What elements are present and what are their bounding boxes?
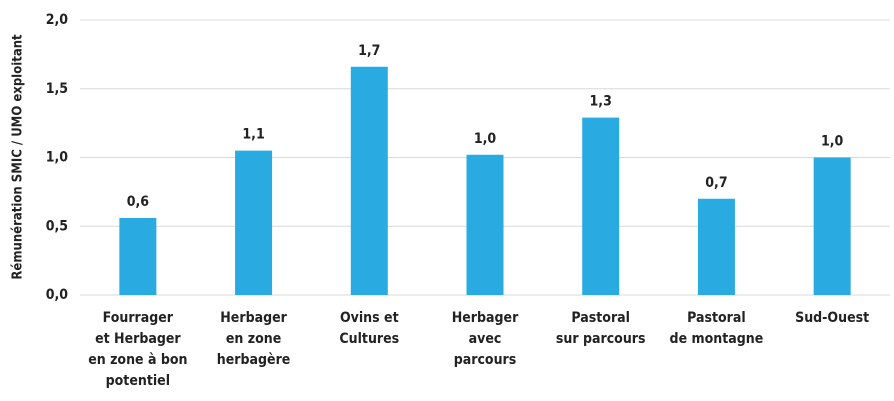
x-tick-line: Herbager bbox=[452, 310, 519, 326]
x-tick-line: sur parcours bbox=[556, 331, 646, 347]
bar bbox=[466, 154, 504, 295]
value-label: 1,7 bbox=[358, 43, 380, 59]
x-tick-label: Pastoral sur parcours bbox=[556, 310, 646, 347]
x-tick-label: Ovins et Cultures bbox=[339, 310, 399, 347]
bar bbox=[235, 150, 273, 295]
x-tick-line: herbagère bbox=[217, 352, 291, 368]
x-tick-label: Fourrager et Herbager en zone à bon potenti… bbox=[88, 310, 187, 389]
value-label: 1,3 bbox=[590, 94, 612, 110]
x-tick-line: potentiel bbox=[106, 373, 170, 389]
value-label: 0,7 bbox=[705, 175, 727, 191]
x-tick-line: Fourrager bbox=[103, 310, 174, 326]
x-tick-line: de montagne bbox=[670, 331, 764, 347]
x-tick-line: avec bbox=[469, 331, 502, 347]
x-tick-line: Cultures bbox=[339, 331, 399, 347]
x-tick-line: Ovins et bbox=[340, 310, 399, 326]
bar bbox=[582, 117, 620, 295]
bar bbox=[119, 218, 157, 295]
x-tick-line: et Herbager bbox=[95, 331, 181, 347]
y-tick-label: 0,0 bbox=[46, 287, 69, 303]
bar bbox=[697, 198, 735, 295]
x-tick-line: parcours bbox=[454, 352, 517, 368]
y-tick-label: 2,0 bbox=[46, 12, 69, 28]
value-label: 0,6 bbox=[127, 194, 150, 210]
bar bbox=[813, 157, 851, 295]
x-tick-line: en zone à bon bbox=[88, 352, 187, 368]
y-tick-label: 1,5 bbox=[46, 81, 68, 97]
y-tick-label: 1,0 bbox=[46, 150, 69, 166]
x-tick-line: Pastoral bbox=[571, 310, 630, 326]
x-tick-label: Herbager avec parcours bbox=[452, 310, 519, 368]
value-label: 1,0 bbox=[821, 134, 844, 150]
x-tick-label: Pastoral de montagne bbox=[670, 310, 764, 347]
y-tick-label: 0,5 bbox=[46, 218, 68, 234]
x-tick-line: Sud-Ouest bbox=[795, 310, 869, 326]
x-tick-line: en zone bbox=[226, 331, 281, 347]
y-axis-label: Rémunération SMIC / UMO exploitant bbox=[11, 34, 26, 280]
x-tick-line: Pastoral bbox=[687, 310, 746, 326]
value-label: 1,1 bbox=[242, 127, 264, 143]
x-tick-label: Sud-Ouest bbox=[795, 310, 869, 326]
x-tick-label: Herbager en zone herbagère bbox=[217, 310, 291, 368]
x-tick-line: Herbager bbox=[220, 310, 287, 326]
value-label: 1,0 bbox=[474, 131, 497, 147]
bar bbox=[350, 66, 388, 295]
